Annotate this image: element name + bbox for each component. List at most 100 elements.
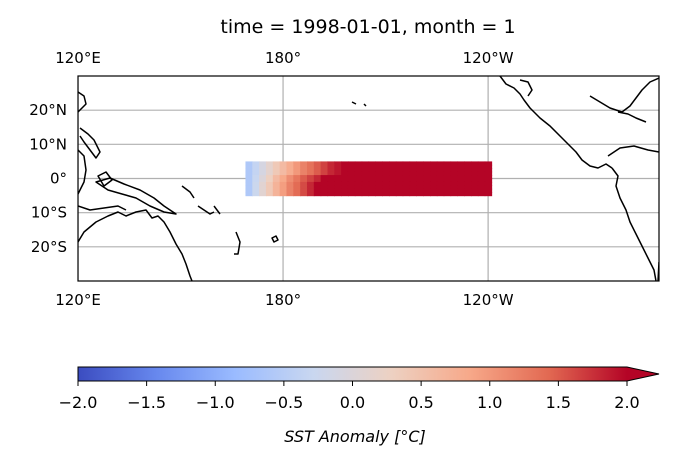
field-cell-186 xyxy=(286,178,294,183)
field-cell-283 xyxy=(457,185,465,190)
map-frame xyxy=(77,75,660,282)
field-cell-250 xyxy=(477,181,486,186)
field-cell-46 xyxy=(313,164,322,169)
field-cell-73 xyxy=(252,168,260,173)
field-cell-279 xyxy=(430,185,438,190)
field-cell-329 xyxy=(279,192,288,197)
field-cell-328 xyxy=(272,192,281,197)
field-cell-334 xyxy=(313,192,322,197)
field-cell-346 xyxy=(395,192,404,197)
field-cell-220 xyxy=(272,181,281,186)
field-cell-79 xyxy=(293,168,301,173)
field-cell-287 xyxy=(484,185,493,190)
field-cell-184 xyxy=(272,178,281,183)
field-cell-145 xyxy=(252,175,260,180)
field-cell-276 xyxy=(409,185,417,190)
field-cell-302 xyxy=(341,188,349,193)
field-cell-307 xyxy=(375,188,383,193)
field-cell-125 xyxy=(361,171,370,176)
field-cell-315 xyxy=(430,188,438,193)
field-cell-249 xyxy=(471,181,479,186)
field-cell-326 xyxy=(259,192,267,197)
field-cell-270 xyxy=(368,185,376,190)
field-cell-357 xyxy=(471,192,479,197)
field-cell-58 xyxy=(395,164,404,169)
field-cell-272 xyxy=(382,185,390,190)
field-cell-99 xyxy=(430,168,438,173)
field-cell-42 xyxy=(286,164,294,169)
field-cell-197 xyxy=(361,178,370,183)
field-cell-115 xyxy=(293,171,301,176)
colorbar-ticks: −2.0 −1.5 −1.0 −0.5 0.0 0.5 1.0 1.5 2.0 xyxy=(59,381,640,412)
field-cell-56 xyxy=(382,164,390,169)
coast-fiji xyxy=(271,235,279,243)
field-cell-153 xyxy=(306,175,315,180)
coast-gulf xyxy=(589,77,659,113)
field-cell-17 xyxy=(361,161,370,166)
coast-baja xyxy=(519,79,533,97)
field-cell-114 xyxy=(286,171,294,176)
field-cell-138 xyxy=(450,171,458,176)
field-cell-169 xyxy=(416,175,424,180)
colorbar-gradient xyxy=(78,367,627,381)
field-cell-12 xyxy=(327,161,335,166)
field-cell-147 xyxy=(265,175,274,180)
field-cell-314 xyxy=(423,188,431,193)
field-cell-277 xyxy=(416,185,424,190)
field-cell-254 xyxy=(259,185,267,190)
field-cell-121 xyxy=(334,171,342,176)
field-cell-297 xyxy=(306,188,315,193)
coast-asia xyxy=(78,91,87,113)
field-cell-252 xyxy=(245,185,253,190)
field-cell-204 xyxy=(409,178,417,183)
field-cell-90 xyxy=(368,168,376,173)
field-cell-123 xyxy=(347,171,356,176)
field-cell-304 xyxy=(354,188,363,193)
field-cell-289 xyxy=(252,188,260,193)
field-cell-38 xyxy=(259,164,267,169)
field-cell-85 xyxy=(334,168,342,173)
field-cell-319 xyxy=(457,188,465,193)
y-tick-label-2: 0° xyxy=(50,170,67,188)
field-cell-341 xyxy=(361,192,370,197)
field-cell-140 xyxy=(464,171,472,176)
field-cell-355 xyxy=(457,192,465,197)
field-cell-242 xyxy=(423,181,431,186)
field-cell-225 xyxy=(306,181,315,186)
field-cell-347 xyxy=(402,192,411,197)
field-cell-339 xyxy=(347,192,356,197)
field-cell-141 xyxy=(471,171,479,176)
field-cell-167 xyxy=(402,175,411,180)
field-cell-343 xyxy=(375,192,383,197)
field-cell-246 xyxy=(450,181,458,186)
field-cell-132 xyxy=(409,171,417,176)
field-cell-26 xyxy=(423,161,431,166)
field-cell-223 xyxy=(293,181,301,186)
field-cell-218 xyxy=(259,181,267,186)
field-cell-33 xyxy=(471,161,479,166)
field-cell-8 xyxy=(300,161,308,166)
field-cell-87 xyxy=(347,168,356,173)
field-cell-65 xyxy=(443,164,452,169)
coast-south-america-west xyxy=(611,167,657,281)
field-cell-177 xyxy=(471,175,479,180)
field-cell-67 xyxy=(457,164,465,169)
field-cell-330 xyxy=(286,192,294,197)
x-tick-labels-bottom: 120°E 180° 120°W xyxy=(55,291,514,309)
field-cell-142 xyxy=(477,171,486,176)
field-cell-180 xyxy=(245,178,253,183)
field-cell-28 xyxy=(436,161,445,166)
field-cell-282 xyxy=(450,185,458,190)
field-cell-166 xyxy=(395,175,404,180)
field-cell-280 xyxy=(436,185,445,190)
field-cell-131 xyxy=(402,171,411,176)
coast-sulawesi xyxy=(97,171,113,187)
field-cell-124 xyxy=(354,171,363,176)
field-cell-352 xyxy=(436,192,445,197)
colorbar-tick-label-4: 0.0 xyxy=(340,393,365,412)
field-cell-303 xyxy=(347,188,356,193)
colorbar-tick-label-0: −2.0 xyxy=(59,393,98,412)
field-cell-81 xyxy=(306,168,315,173)
field-cell-113 xyxy=(279,171,288,176)
field-cell-233 xyxy=(361,181,370,186)
